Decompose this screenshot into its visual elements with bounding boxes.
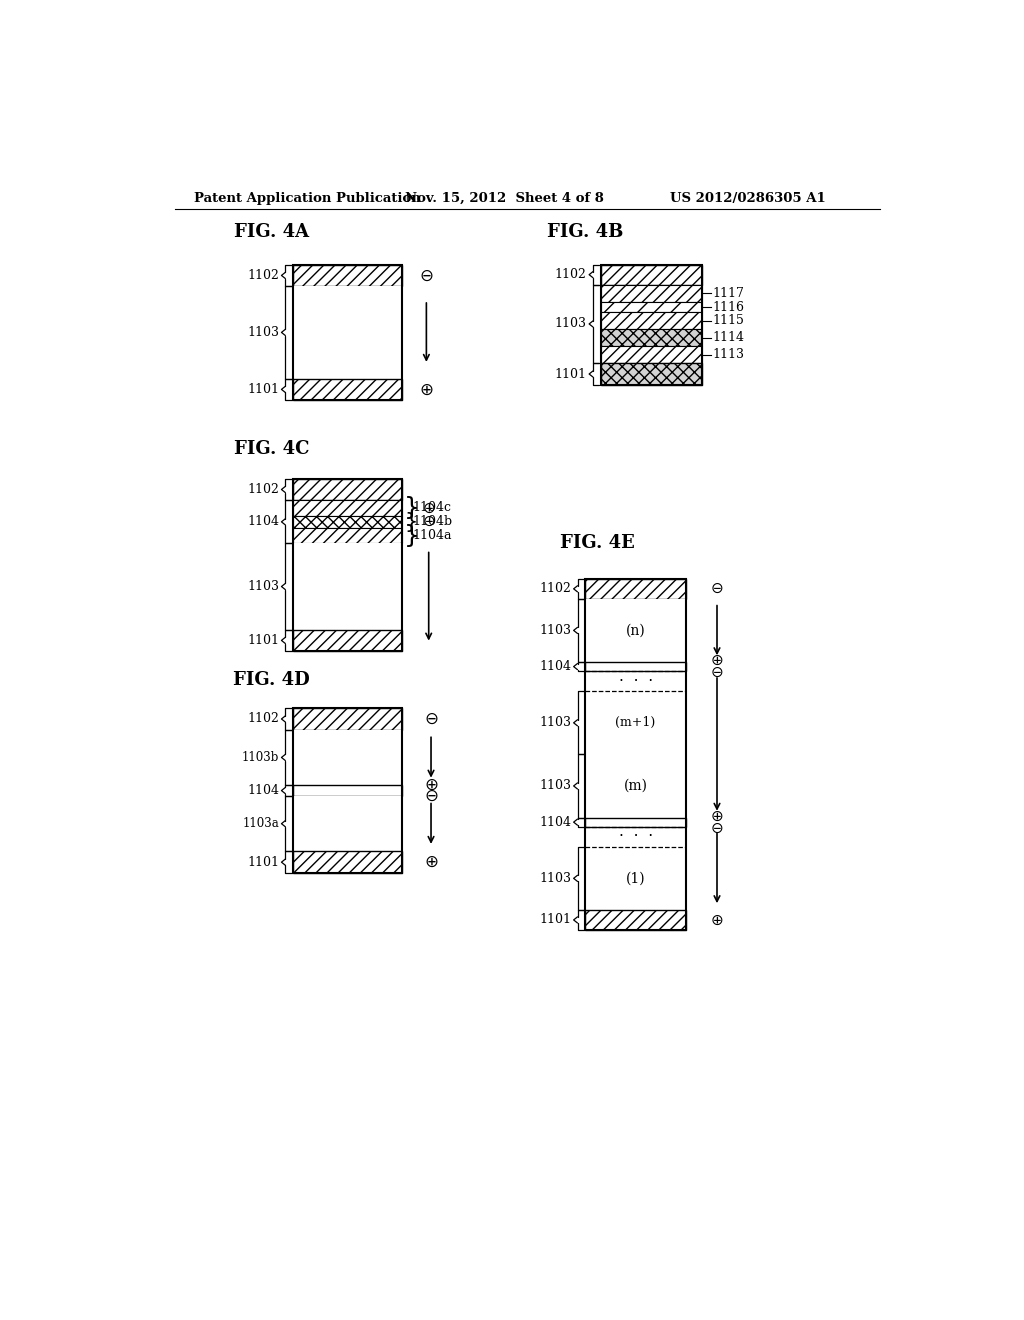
Text: 1104: 1104	[540, 660, 571, 673]
Text: 1103a: 1103a	[243, 817, 280, 830]
Text: ⊕: ⊕	[711, 808, 723, 824]
Bar	[586, 579, 686, 599]
Text: ⊖: ⊖	[711, 665, 723, 680]
Text: 1103: 1103	[540, 624, 571, 638]
Bar	[601, 265, 701, 385]
Bar	[293, 730, 401, 785]
Text: ·  ·  ·: · · ·	[618, 673, 652, 689]
Bar	[586, 663, 686, 671]
Bar	[601, 363, 701, 385]
Text: 1103: 1103	[247, 326, 280, 339]
Text: 1104b: 1104b	[413, 515, 453, 528]
Text: ⊖: ⊖	[711, 821, 723, 836]
Text: ⊖: ⊖	[424, 787, 438, 805]
Text: (m+1): (m+1)	[615, 717, 655, 730]
Text: 1102: 1102	[247, 713, 280, 726]
Text: }: }	[403, 524, 420, 548]
Bar	[293, 479, 401, 500]
Bar	[293, 708, 401, 873]
Text: (1): (1)	[626, 871, 645, 886]
Bar	[601, 302, 701, 313]
Text: 1104c: 1104c	[413, 502, 452, 515]
Bar	[601, 264, 701, 285]
Bar	[293, 264, 401, 286]
Bar	[293, 630, 401, 651]
Text: FIG. 4B: FIG. 4B	[547, 223, 624, 242]
Text: 1116: 1116	[713, 301, 744, 314]
Text: (m): (m)	[624, 779, 647, 793]
Text: 1117: 1117	[713, 286, 744, 300]
Bar	[586, 847, 686, 909]
Bar	[601, 313, 701, 330]
Text: 1104a: 1104a	[413, 529, 452, 543]
Text: ⊖: ⊖	[422, 515, 435, 529]
Text: 1113: 1113	[713, 348, 744, 362]
Bar	[601, 330, 701, 346]
Bar	[601, 346, 701, 363]
Bar	[293, 796, 401, 851]
Bar	[586, 755, 686, 817]
Text: 1101: 1101	[247, 855, 280, 869]
Text: FIG. 4D: FIG. 4D	[233, 672, 309, 689]
Text: FIG. 4A: FIG. 4A	[233, 223, 309, 242]
Text: 1103: 1103	[540, 871, 571, 884]
Text: ⊖: ⊖	[711, 581, 723, 597]
Bar	[586, 599, 686, 663]
Text: FIG. 4C: FIG. 4C	[233, 441, 309, 458]
Text: ⊕: ⊕	[711, 912, 723, 928]
Text: ⊖: ⊖	[420, 267, 433, 284]
Bar	[293, 851, 401, 873]
Text: 1104: 1104	[247, 784, 280, 797]
Text: 1103b: 1103b	[242, 751, 280, 764]
Bar	[293, 708, 401, 730]
Text: }: }	[403, 496, 420, 520]
Text: 1102: 1102	[247, 269, 280, 282]
Text: 1102: 1102	[555, 268, 587, 281]
Bar	[293, 516, 401, 528]
Text: US 2012/0286305 A1: US 2012/0286305 A1	[671, 191, 826, 205]
Text: 1104: 1104	[540, 816, 571, 829]
Text: 1102: 1102	[247, 483, 280, 496]
Text: 1101: 1101	[555, 367, 587, 380]
Text: ·  ·  ·: · · ·	[618, 829, 652, 845]
Bar	[293, 544, 401, 630]
Text: 1114: 1114	[713, 331, 744, 345]
Text: 1115: 1115	[713, 314, 744, 327]
Text: 1104: 1104	[247, 515, 280, 528]
Text: 1103: 1103	[540, 779, 571, 792]
Bar	[293, 379, 401, 400]
Bar	[586, 909, 686, 929]
Text: 1102: 1102	[540, 582, 571, 595]
Text: 1103: 1103	[247, 579, 280, 593]
Text: 1101: 1101	[247, 383, 280, 396]
Bar	[586, 817, 686, 826]
Bar	[586, 579, 686, 929]
Text: Nov. 15, 2012  Sheet 4 of 8: Nov. 15, 2012 Sheet 4 of 8	[406, 191, 604, 205]
Bar	[601, 285, 701, 302]
Bar	[293, 479, 401, 651]
Text: Patent Application Publication: Patent Application Publication	[194, 191, 421, 205]
Text: }: }	[403, 512, 417, 532]
Bar	[293, 785, 401, 796]
Text: 1101: 1101	[247, 634, 280, 647]
Text: 1103: 1103	[555, 317, 587, 330]
Text: ⊕: ⊕	[424, 776, 438, 795]
Text: ⊕: ⊕	[424, 853, 438, 871]
Text: 1101: 1101	[540, 913, 571, 927]
Text: ⊖: ⊖	[424, 710, 438, 727]
Text: ⊕: ⊕	[420, 380, 433, 399]
Bar	[293, 286, 401, 379]
Text: 1103: 1103	[540, 717, 571, 730]
Bar	[293, 528, 401, 544]
Text: FIG. 4E: FIG. 4E	[559, 535, 634, 552]
Text: ⊕: ⊕	[711, 653, 723, 668]
Bar	[293, 264, 401, 400]
Bar	[586, 692, 686, 755]
Text: (n): (n)	[626, 623, 645, 638]
Bar	[293, 500, 401, 516]
Text: ⊕: ⊕	[422, 500, 435, 516]
